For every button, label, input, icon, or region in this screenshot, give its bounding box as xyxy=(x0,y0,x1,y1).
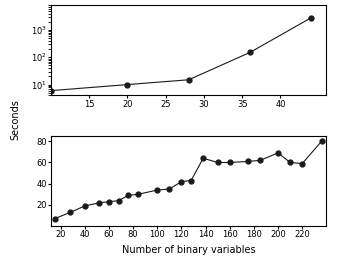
Text: Seconds: Seconds xyxy=(10,99,20,140)
X-axis label: Number of binary variables: Number of binary variables xyxy=(122,245,256,255)
